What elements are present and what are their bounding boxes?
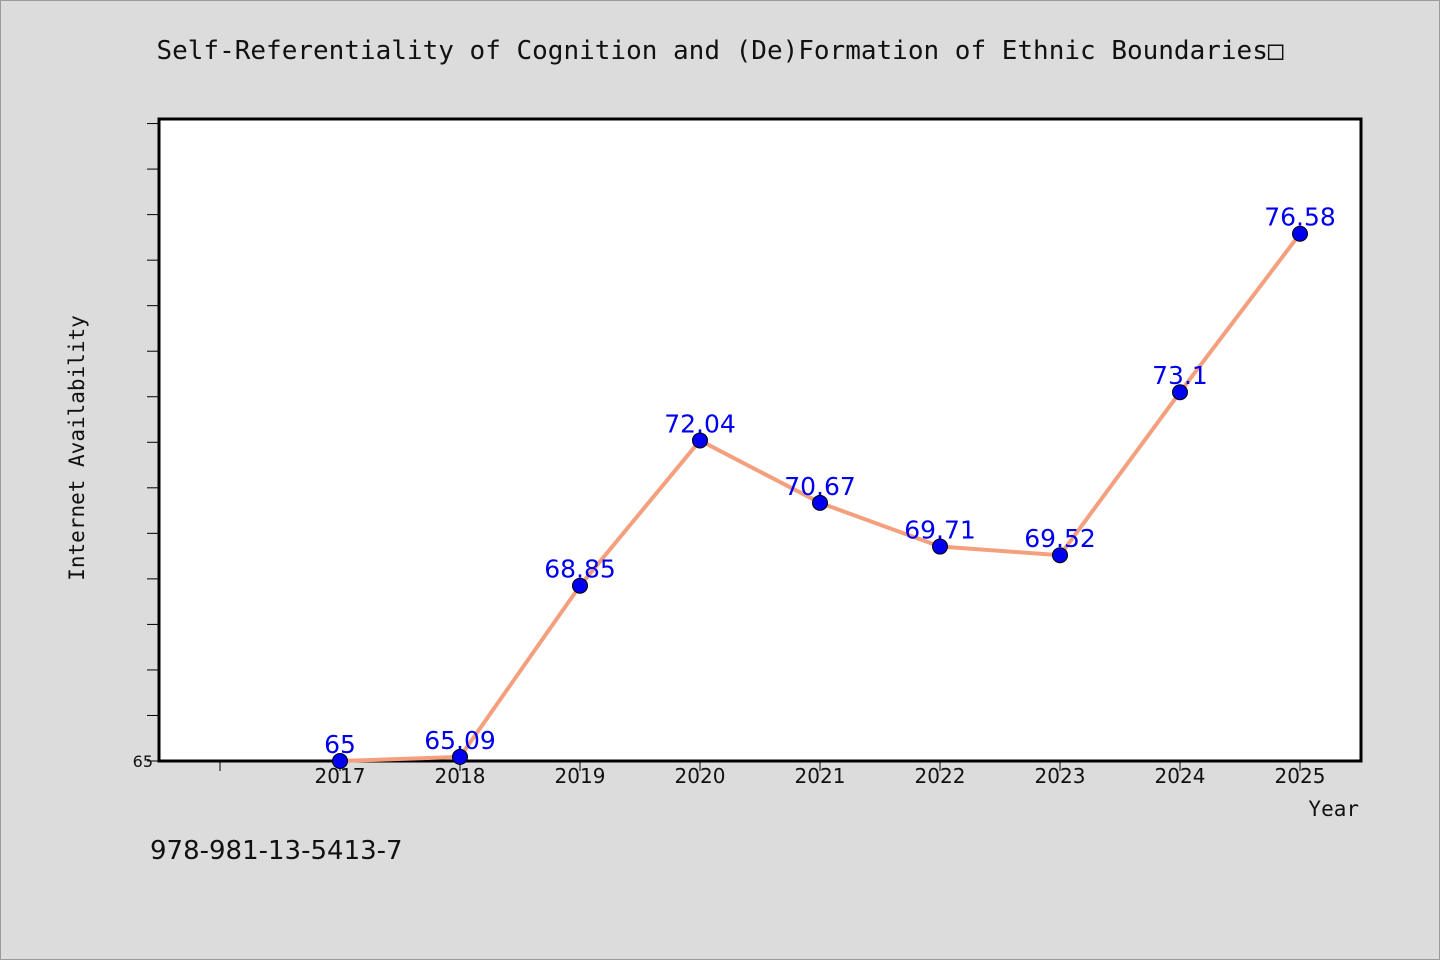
series-markers — [332, 225, 1308, 769]
y-tick-label: 65 — [133, 752, 153, 771]
data-point — [812, 494, 828, 511]
data-point — [692, 432, 708, 449]
data-labels: 65 65.09 68.85 72.04 70.67 69.71 69.52 73.1 76.5… — [324, 203, 1336, 759]
x-tick-label: 2025 — [1275, 764, 1326, 788]
x-axis-ticks: 2017 2018 2019 2020 2021 2022 2023 2024 2025 — [219, 761, 1326, 788]
data-point — [932, 538, 948, 555]
chart-title: Self-Referentiality of Cognition and (De… — [156, 36, 1284, 66]
data-label: 73.1 — [1152, 361, 1208, 390]
data-label: 72.04 — [664, 409, 736, 438]
data-label: 65.09 — [424, 726, 496, 755]
x-axis-title: Year — [1308, 797, 1359, 821]
x-tick-label: 2020 — [675, 764, 726, 788]
data-point — [1172, 384, 1188, 401]
data-point — [452, 748, 468, 765]
y-axis-ticks: 65 — [133, 123, 159, 771]
x-tick-label: 2022 — [915, 764, 966, 788]
x-tick-label: 2024 — [1155, 764, 1206, 788]
data-label: 69.71 — [904, 516, 976, 545]
isbn-text: 978-981-13-5413-7 — [150, 836, 403, 866]
y-axis-title: Internet Availability — [65, 315, 89, 581]
data-label: 69.52 — [1024, 524, 1096, 553]
data-label: 65 — [324, 730, 356, 759]
x-tick-label: 2019 — [555, 764, 606, 788]
x-tick-label: 2021 — [795, 764, 846, 788]
data-label: 76.58 — [1264, 203, 1336, 232]
x-tick-label: 2018 — [435, 764, 486, 788]
data-label: 68.85 — [544, 555, 616, 584]
x-tick-label: 2023 — [1035, 764, 1086, 788]
data-label: 70.67 — [784, 472, 856, 501]
plot-area — [157, 117, 1363, 763]
data-point — [332, 753, 348, 769]
data-point — [1052, 547, 1068, 564]
data-point — [1292, 225, 1308, 242]
data-point — [572, 577, 588, 594]
